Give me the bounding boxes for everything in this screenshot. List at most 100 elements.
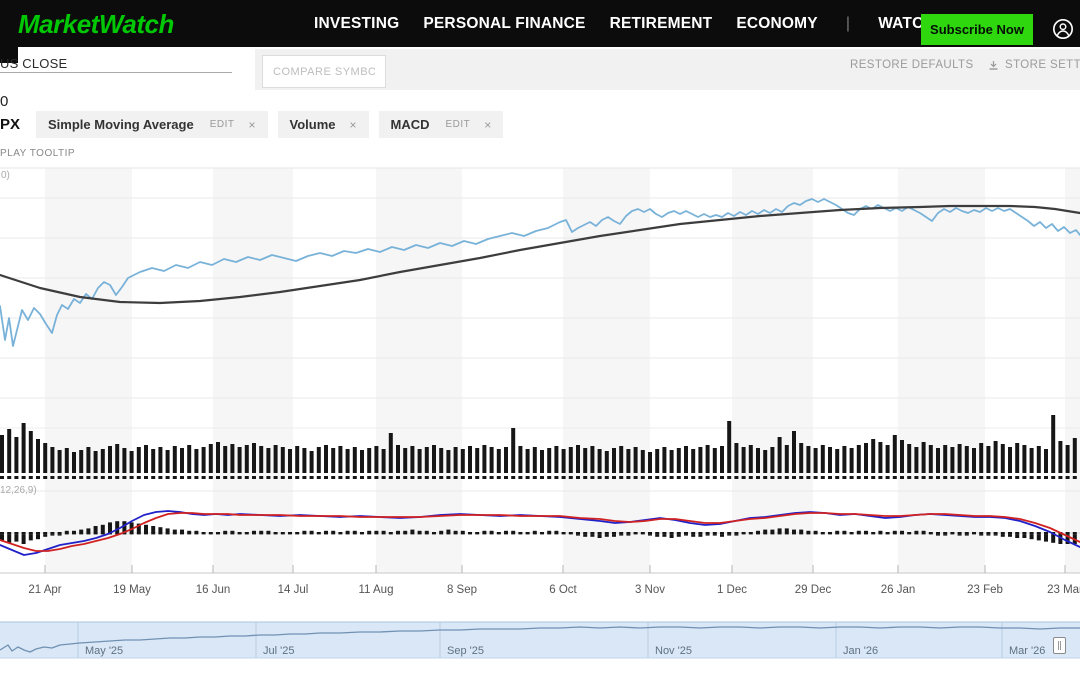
volume-bar <box>144 445 148 473</box>
volume-bar <box>986 446 991 473</box>
macd-param-label: 12,26,9) <box>0 485 37 496</box>
volume-bar <box>849 448 854 473</box>
marketwatch-logo[interactable]: MarketWatch <box>18 9 174 39</box>
volume-bar <box>813 448 818 473</box>
volume-bar <box>482 445 487 473</box>
profile-icon[interactable] <box>1052 18 1074 40</box>
volume-bar <box>1072 438 1077 473</box>
volume-bar <box>439 448 444 473</box>
volume-bar <box>309 451 314 473</box>
macd-hist-bar <box>1029 532 1034 535</box>
subscribe-now-button[interactable]: Subscribe Now <box>921 14 1033 45</box>
symbol-label: PX <box>0 116 21 133</box>
volume-bar <box>381 449 386 473</box>
macd-hist-bar <box>316 532 321 535</box>
volume-bar <box>626 449 631 473</box>
indicator-chips-row: PX Simple Moving Average EDIT × Volume ×… <box>0 111 504 138</box>
macd-hist-bar <box>928 532 933 535</box>
volume-bar <box>129 451 134 473</box>
volume-bar <box>576 445 580 473</box>
download-icon <box>989 60 998 70</box>
previous-close-value: 0 <box>0 93 9 110</box>
macd-hist-bar <box>597 532 602 535</box>
volume-bar <box>1029 448 1034 473</box>
volume-bar <box>352 447 357 473</box>
macd-hist-bar <box>122 532 127 535</box>
volume-bar <box>561 449 566 473</box>
volume-bar <box>331 448 336 473</box>
chip-close-icon[interactable]: × <box>349 117 357 132</box>
volume-bar <box>266 448 271 473</box>
volume-bar <box>1065 445 1070 473</box>
restore-defaults-button[interactable]: RESTORE DEFAULTS <box>850 53 974 77</box>
x-axis-label: 19 May <box>113 584 151 596</box>
chip-simple-moving-average[interactable]: Simple Moving Average EDIT × <box>36 111 268 138</box>
volume-bar <box>64 448 69 473</box>
volume-bar <box>288 449 292 473</box>
macd-hist-bar <box>518 532 523 535</box>
volume-bar <box>655 449 660 473</box>
macd-hist-bar <box>705 532 710 535</box>
chip-volume[interactable]: Volume × <box>277 111 369 138</box>
macd-hist-bar <box>698 532 703 535</box>
macd-hist-bar <box>648 532 652 535</box>
store-settings-button[interactable]: STORE SETTINGS <box>988 53 1080 77</box>
macd-hist-bar <box>180 532 184 535</box>
macd-hist-bar <box>604 532 609 535</box>
store-settings-label: STORE SETTINGS <box>1005 59 1080 71</box>
macd-hist-bar <box>367 532 372 535</box>
volume-bar <box>676 448 681 473</box>
macd-hist-bar <box>792 532 796 535</box>
macd-hist-bar <box>244 532 249 535</box>
chip-macd[interactable]: MACD EDIT × <box>378 111 504 138</box>
macd-hist-bar <box>864 532 868 535</box>
macd-hist-bar <box>475 532 480 535</box>
nav-item-economy[interactable]: ECONOMY <box>736 14 818 32</box>
volume-bar <box>28 431 33 473</box>
chip-close-icon[interactable]: × <box>484 117 492 132</box>
volume-bar <box>597 449 602 473</box>
signal-line <box>0 512 1080 552</box>
macd-hist-bar <box>50 532 55 535</box>
volume-bar <box>122 448 127 473</box>
macd-hist-bar <box>943 532 948 535</box>
volume-bar <box>640 450 645 473</box>
macd-hist-bar <box>676 532 681 535</box>
chip-edit-button[interactable]: EDIT <box>445 119 471 130</box>
macd-hist-bar <box>748 532 753 535</box>
nav-item-retirement[interactable]: RETIREMENT <box>609 14 713 32</box>
volume-bar <box>727 421 732 473</box>
macd-hist-bar <box>468 532 472 535</box>
volume-bar <box>43 443 48 473</box>
macd-hist-bar <box>972 532 976 535</box>
volume-bar <box>410 446 415 473</box>
top-navbar: MarketWatch INVESTING PERSONAL FINANCE R… <box>0 0 1080 47</box>
volume-bar <box>374 446 379 473</box>
macd-hist-bar <box>547 532 552 535</box>
navigator-right-handle[interactable] <box>1053 637 1066 654</box>
nav-item-personal-finance[interactable]: PERSONAL FINANCE <box>423 14 586 32</box>
volume-bar <box>475 448 480 473</box>
macd-hist-bar <box>828 532 832 535</box>
macd-hist-bar <box>295 532 300 535</box>
volume-bar <box>698 447 703 473</box>
compare-symbol-input[interactable] <box>262 55 386 88</box>
volume-bar <box>864 443 868 473</box>
volume-bar <box>828 447 832 473</box>
volume-bar <box>1044 449 1048 473</box>
volume-bar <box>741 447 746 473</box>
macd-hist-bar <box>79 532 84 535</box>
macd-hist-bar <box>252 532 256 535</box>
macd-hist-bar <box>446 532 451 535</box>
volume-bar <box>964 446 969 473</box>
macd-hist-bar <box>741 532 746 535</box>
chip-close-icon[interactable]: × <box>248 117 256 132</box>
chip-edit-button[interactable]: EDIT <box>209 119 235 130</box>
macd-hist-bar <box>986 532 991 535</box>
primary-nav: INVESTING PERSONAL FINANCE RETIREMENT EC… <box>314 0 969 47</box>
volume-bar <box>525 449 530 473</box>
previous-close-underline <box>0 72 232 73</box>
volume-bar <box>720 446 724 473</box>
nav-item-investing[interactable]: INVESTING <box>314 14 400 32</box>
